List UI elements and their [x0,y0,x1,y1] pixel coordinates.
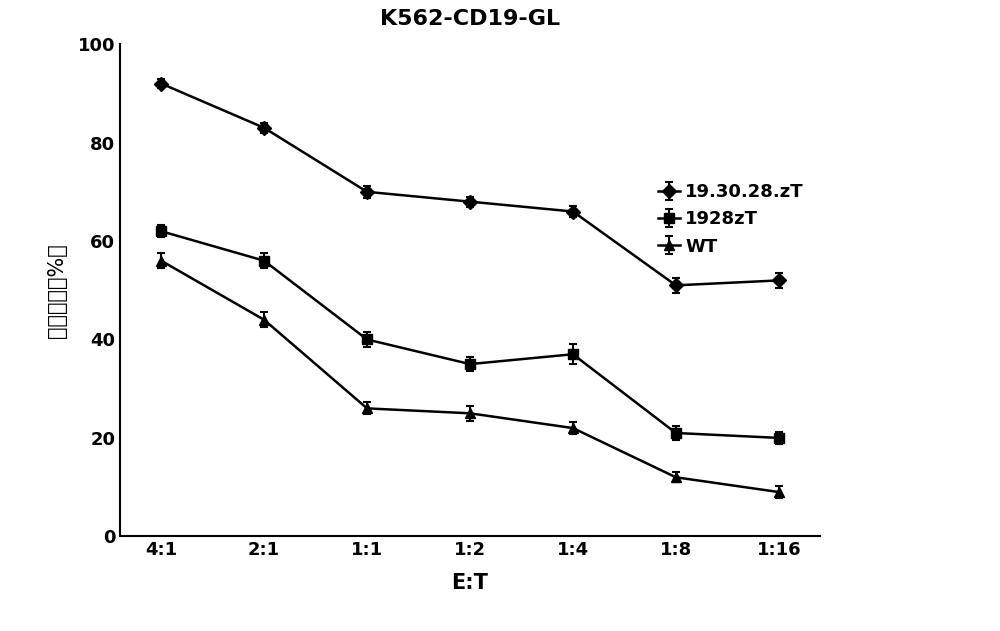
X-axis label: E:T: E:T [452,573,488,593]
Legend: 19.30.28.zT, 1928zT, WT: 19.30.28.zT, 1928zT, WT [651,176,811,262]
Title: K562-CD19-GL: K562-CD19-GL [380,9,560,29]
Y-axis label: 杀伤效率（%）: 杀伤效率（%） [47,243,67,338]
